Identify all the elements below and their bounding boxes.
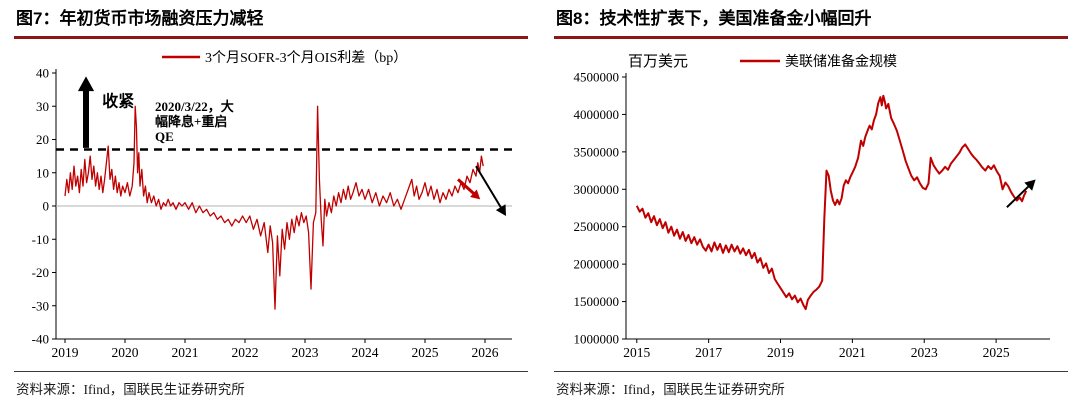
svg-text:2026: 2026	[472, 345, 499, 360]
svg-text:30: 30	[36, 99, 49, 114]
svg-text:百万美元: 百万美元	[628, 53, 688, 70]
figure8-chart-area: 1000000 1500000 2000000 2500000 3000000 35000…	[554, 39, 1068, 369]
svg-text:2025: 2025	[412, 345, 439, 360]
svg-text:4000000: 4000000	[574, 107, 620, 122]
svg-text:-20: -20	[32, 265, 49, 280]
svg-text:2017: 2017	[695, 345, 722, 360]
svg-text:2023: 2023	[911, 345, 938, 360]
svg-text:3个月SOFR-3个月OIS利差（bp）: 3个月SOFR-3个月OIS利差（bp）	[205, 50, 407, 66]
svg-text:美联储准备金规模: 美联储准备金规模	[785, 53, 897, 70]
svg-text:2022: 2022	[232, 345, 259, 360]
svg-text:0: 0	[43, 199, 50, 214]
svg-text:3500000: 3500000	[574, 144, 620, 159]
figure7-title: 图7：年初货币市场融资压力减轻	[14, 4, 528, 40]
svg-text:-30: -30	[32, 298, 49, 313]
svg-text:2015: 2015	[623, 345, 650, 360]
svg-text:收紧: 收紧	[102, 91, 134, 110]
figure7-panel: 图7：年初货币市场融资压力减轻 -40 -30 -20 -10 0 10 20 30 40 201…	[14, 4, 528, 398]
svg-text:2023: 2023	[292, 345, 319, 360]
svg-text:1000000: 1000000	[574, 332, 620, 347]
svg-text:2021: 2021	[839, 345, 866, 360]
svg-text:-10: -10	[32, 232, 49, 247]
figure7-source-note: 资料来源：Ifind，国联民生证券研究所	[14, 371, 528, 398]
figure7-chart-area: -40 -30 -20 -10 0 10 20 30 40 2019 2020 2021 2022 202…	[14, 39, 528, 369]
sofr-ois-spread-line-chart: -40 -30 -20 -10 0 10 20 30 40 2019 2020 2021 2022 202…	[32, 50, 512, 360]
figure8-title: 图8：技术性扩表下，美国准备金小幅回升	[554, 4, 1068, 40]
svg-text:1500000: 1500000	[574, 294, 620, 309]
svg-text:-40: -40	[32, 332, 49, 347]
svg-text:2019: 2019	[52, 345, 79, 360]
svg-text:20: 20	[36, 132, 49, 147]
svg-text:10: 10	[36, 165, 49, 180]
svg-text:2025: 2025	[983, 345, 1010, 360]
svg-text:2020: 2020	[112, 345, 139, 360]
svg-text:2500000: 2500000	[574, 219, 620, 234]
figure8-source-note: 资料来源：Ifind，国联民生证券研究所	[554, 371, 1068, 398]
fed-reserves-line-chart: 1000000 1500000 2000000 2500000 3000000 35000…	[574, 53, 1050, 360]
svg-text:2019: 2019	[767, 345, 794, 360]
svg-text:2021: 2021	[172, 345, 199, 360]
svg-text:2024: 2024	[352, 345, 379, 360]
svg-text:2000000: 2000000	[574, 257, 620, 272]
svg-text:4500000: 4500000	[574, 70, 620, 85]
figure8-panel: 图8：技术性扩表下，美国准备金小幅回升 1000000 1500000 200000…	[540, 0, 1080, 414]
svg-text:40: 40	[36, 66, 49, 81]
svg-text:3000000: 3000000	[574, 182, 620, 197]
